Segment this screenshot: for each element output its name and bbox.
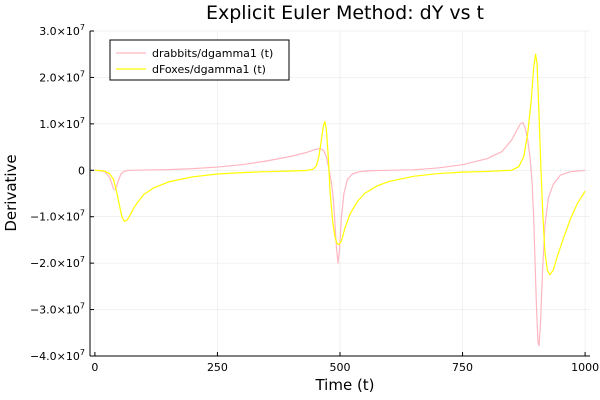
legend-label-rabbits: drabbits/dgamma1 (t) [152,47,273,60]
axes [89,30,590,357]
x-tick-label: 750 [452,361,473,374]
tick-labels: 0 250 500 750 1000 −4.0×107 −3.0×107 −2.0×107 −1… [30,23,599,374]
legend-label-foxes: dFoxes/dgamma1 (t) [152,63,266,76]
legend-box [109,39,290,81]
x-tick-label: 250 [207,361,228,374]
y-tick-label: −1.0×107 [30,209,85,224]
legend: drabbits/dgamma1 (t) dFoxes/dgamma1 (t) [109,39,290,81]
y-tick-label: −4.0×107 [30,348,85,363]
series-layer [94,53,586,347]
series-line-rabbits [94,121,586,347]
y-tick-label: 2.0×107 [39,69,85,84]
y-tick-label: −2.0×107 [30,255,85,270]
x-tick-label: 0 [91,361,98,374]
chart-title: Explicit Euler Method: dY vs t [206,2,484,24]
y-axis-title: Derivative [2,154,20,231]
y-tick-label: 1.0×107 [39,116,85,131]
series-line-foxes [94,53,586,276]
y-tick-label: 0 [78,164,85,177]
y-tick-label: 3.0×107 [39,23,85,38]
x-axis-title: Time (t) [314,376,374,394]
x-tick-label: 500 [330,361,351,374]
y-tick-label: −3.0×107 [30,302,85,317]
x-tick-label: 1000 [571,361,599,374]
